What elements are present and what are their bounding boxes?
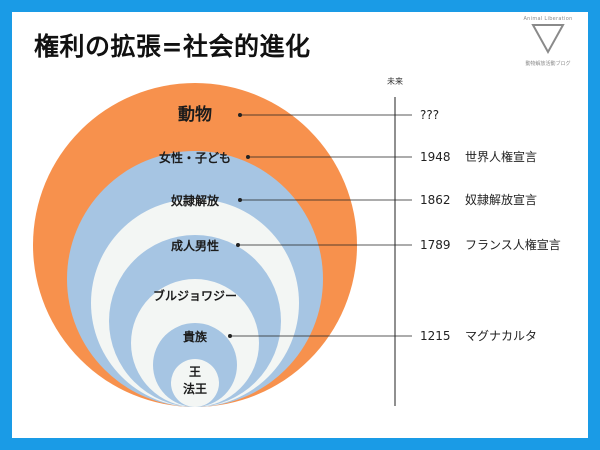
event-name-2: 世界人権宣言	[465, 149, 537, 164]
ring-label-2: 女性・子ども	[159, 150, 231, 165]
event-name-4: フランス人権宣言	[465, 237, 561, 252]
event-year-3: 1862	[420, 193, 451, 207]
ring-label-5: ブルジョワジー	[153, 288, 237, 303]
event-year-2: 1948	[420, 150, 451, 164]
ring-label-1: 動物	[178, 104, 212, 125]
event-connectors: ??? 1948 世界人権宣言 1862 奴隷解放宣言 1789 フランス人権宣言 1215 マ…	[228, 108, 561, 343]
event-year-6: 1215	[420, 329, 451, 343]
timeline-future-label: 未来	[387, 76, 403, 86]
ring-label-4: 成人男性	[171, 238, 219, 253]
brand-logo: Animal Liberation 動物解放活動ブログ	[518, 16, 578, 70]
event-name-6: マグナカルタ	[465, 329, 537, 343]
event-year-4: 1789	[420, 238, 451, 252]
logo-tagline: 動物解放活動ブログ	[525, 61, 571, 67]
ring-label-7: 王	[189, 365, 201, 379]
event-name-1: ???	[420, 108, 439, 122]
page-title: 権利の拡張=社会的進化	[34, 32, 311, 61]
ring-7	[171, 359, 219, 407]
triangle-logo-icon	[531, 24, 565, 55]
ring-label-3: 奴隷解放	[170, 193, 220, 208]
logo-wordmark: Animal Liberation	[523, 16, 573, 22]
ring-label-7-line2: 法王	[183, 381, 207, 396]
timeline: 未来	[387, 76, 403, 406]
ring-label-6: 貴族	[183, 329, 208, 344]
event-name-3: 奴隷解放宣言	[465, 192, 537, 207]
